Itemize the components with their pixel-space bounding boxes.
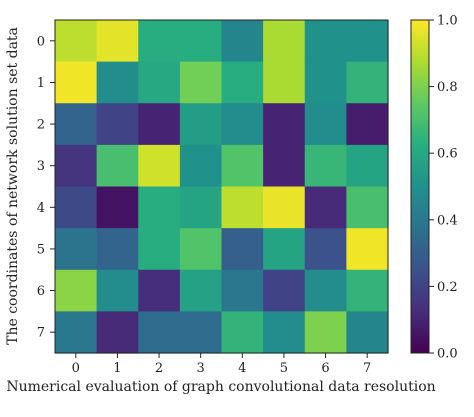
heatmap-cell-r5-c4 — [221, 228, 264, 271]
y-axis: 0 1 2 3 4 5 6 7 — [37, 34, 55, 341]
heatmap-cell-r4-c3 — [179, 186, 223, 229]
heatmap-cell-r5-c6 — [304, 228, 347, 271]
heatmap-cell-r5-c7 — [346, 228, 389, 271]
heatmap-cell-r0-c1 — [96, 20, 139, 63]
heatmap-cell-r6-c0 — [55, 269, 98, 312]
colorbar-tick-label: 0.6 — [437, 147, 458, 162]
x-tick-label: 2 — [155, 361, 163, 376]
x-tick-label: 1 — [113, 361, 121, 376]
heatmap-cell-r5-c3 — [179, 228, 223, 271]
heatmap-cell-r2-c7 — [346, 103, 389, 146]
heatmap-cell-r4-c4 — [221, 186, 264, 229]
heatmap-cell-r3-c1 — [96, 144, 139, 188]
heatmap-cell-r3-c6 — [304, 144, 347, 188]
colorbar-tick-label: 1.0 — [437, 14, 458, 29]
heatmap-cell-r7-c0 — [55, 311, 98, 354]
x-tick-label: 5 — [280, 361, 288, 376]
heatmap-cell-r3-c4 — [221, 144, 264, 188]
x-tick-label: 3 — [197, 361, 205, 376]
colorbar-axis: 0.0 0.2 0.4 0.6 0.8 1.0 — [429, 14, 458, 362]
colorbar-tick-label: 0.4 — [437, 213, 458, 228]
x-tick-label: 4 — [238, 361, 246, 376]
heatmap-cell-r4-c1 — [96, 186, 139, 229]
x-tick-label: 7 — [363, 361, 371, 376]
heatmap-cell-r0-c2 — [138, 20, 181, 63]
y-axis-label: The coordinates of network solution set … — [5, 27, 21, 345]
y-tick-label: 6 — [37, 284, 45, 299]
heatmap-cell-r2-c0 — [55, 103, 98, 146]
heatmap-cell-r1-c0 — [55, 61, 98, 104]
heatmap-cell-r0-c0 — [55, 20, 98, 63]
colorbar — [410, 19, 430, 354]
heatmap-cell-r3-c7 — [346, 144, 389, 188]
heatmap-cell-r7-c1 — [96, 311, 139, 354]
heatmap-cell-r7-c2 — [138, 311, 181, 354]
heatmap-cell-r7-c5 — [263, 311, 306, 354]
heatmap-cells — [55, 20, 389, 354]
heatmap-cell-r2-c6 — [304, 103, 347, 146]
heatmap-cell-r4-c0 — [55, 186, 98, 229]
heatmap-cell-r1-c6 — [304, 61, 347, 104]
colorbar-tick-label: 0.8 — [437, 80, 458, 95]
y-tick-label: 2 — [37, 118, 45, 133]
heatmap-cell-r1-c3 — [179, 61, 223, 104]
heatmap-cell-r1-c5 — [263, 61, 306, 104]
heatmap-cell-r0-c7 — [346, 20, 389, 63]
heatmap-cell-r7-c3 — [179, 311, 223, 354]
heatmap-cell-r6-c4 — [221, 269, 264, 312]
heatmap-cell-r6-c2 — [138, 269, 181, 312]
colorbar-tick-label: 0.0 — [437, 347, 458, 362]
x-axis: 0 1 2 3 4 5 6 7 — [72, 353, 371, 376]
heatmap-cell-r0-c3 — [179, 20, 223, 63]
x-tick-label: 0 — [72, 361, 80, 376]
heatmap-cell-r0-c6 — [304, 20, 347, 63]
heatmap-cell-r4-c5 — [263, 186, 306, 229]
heatmap-cell-r7-c7 — [346, 311, 389, 354]
x-tick-label: 6 — [321, 361, 329, 376]
heatmap-cell-r2-c4 — [221, 103, 264, 146]
heatmap-cell-r6-c6 — [304, 269, 347, 312]
heatmap-cell-r5-c2 — [138, 228, 181, 271]
heatmap-cell-r7-c4 — [221, 311, 264, 354]
heatmap-cell-r6-c7 — [346, 269, 389, 312]
heatmap-cell-r1-c7 — [346, 61, 389, 104]
heatmap-cell-r1-c2 — [138, 61, 181, 104]
heatmap-cell-r2-c3 — [179, 103, 223, 146]
heatmap-cell-r2-c1 — [96, 103, 139, 146]
heatmap-cell-r6-c1 — [96, 269, 139, 312]
heatmap-cell-r3-c0 — [55, 144, 98, 188]
heatmap-cell-r6-c5 — [263, 269, 306, 312]
heatmap-cell-r4-c2 — [138, 186, 181, 229]
heatmap-cell-r7-c6 — [304, 311, 347, 354]
y-tick-label: 0 — [37, 34, 45, 49]
heatmap-cell-r3-c2 — [138, 144, 181, 188]
x-axis-label: Numerical evaluation of graph convolutio… — [6, 379, 435, 395]
heatmap-cell-r3-c5 — [263, 144, 306, 188]
heatmap-cell-r6-c3 — [179, 269, 223, 312]
y-tick-label: 3 — [37, 159, 45, 174]
y-tick-label: 7 — [37, 326, 45, 341]
colorbar-tick-label: 0.2 — [437, 280, 458, 295]
heatmap-cell-r4-c6 — [304, 186, 347, 229]
y-tick-label: 5 — [37, 242, 45, 257]
heatmap-cell-r2-c2 — [138, 103, 181, 146]
plot-frame — [54, 19, 389, 354]
heatmap-cell-r0-c4 — [221, 20, 264, 63]
heatmap-cell-r5-c0 — [55, 228, 98, 271]
heatmap-cell-r1-c1 — [96, 61, 139, 104]
heatmap-cell-r0-c5 — [263, 20, 306, 63]
heatmap-cell-r5-c5 — [263, 228, 306, 271]
heatmap-cell-r1-c4 — [221, 61, 264, 104]
heatmap-cell-r2-c5 — [263, 103, 306, 146]
heatmap-cell-r5-c1 — [96, 228, 139, 271]
heatmap-cell-r4-c7 — [346, 186, 389, 229]
y-tick-label: 1 — [37, 76, 45, 91]
heatmap-cell-r3-c3 — [179, 144, 223, 188]
y-tick-label: 4 — [37, 201, 45, 216]
